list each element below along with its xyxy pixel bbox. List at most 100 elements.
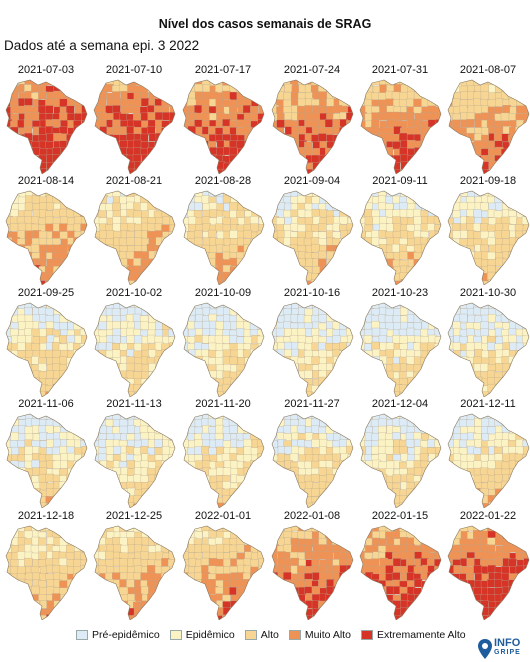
map-date-label: 2021-08-21 — [105, 175, 163, 187]
health-region — [508, 266, 517, 275]
health-region — [340, 272, 349, 281]
health-region — [222, 607, 232, 616]
health-region — [413, 364, 422, 373]
health-region — [333, 250, 342, 260]
health-region — [435, 529, 441, 539]
health-region — [522, 126, 529, 135]
health-region — [24, 230, 34, 239]
health-region — [59, 98, 68, 108]
country-outline — [359, 79, 442, 174]
health-region — [168, 417, 175, 427]
health-region — [183, 90, 189, 100]
health-region — [99, 529, 108, 539]
health-region — [162, 474, 171, 483]
health-region — [516, 134, 526, 144]
health-region — [183, 303, 190, 310]
health-region — [420, 414, 430, 420]
health-region — [363, 357, 373, 366]
health-region — [495, 384, 505, 394]
health-region — [229, 526, 238, 533]
health-region — [229, 303, 238, 309]
health-region — [338, 419, 348, 428]
health-region — [494, 191, 503, 197]
health-region — [507, 419, 517, 428]
health-region — [385, 608, 394, 618]
health-region — [59, 580, 68, 589]
health-region — [275, 259, 285, 268]
health-region — [17, 481, 27, 490]
health-region — [290, 272, 299, 282]
health-region — [243, 251, 252, 260]
health-region — [98, 134, 107, 143]
health-region — [74, 160, 83, 170]
health-region — [67, 482, 76, 491]
health-region — [311, 243, 320, 253]
health-region — [229, 615, 238, 620]
health-region — [155, 80, 165, 87]
health-region — [119, 600, 129, 610]
health-region — [332, 259, 342, 268]
health-region — [460, 91, 469, 100]
health-region — [448, 257, 455, 267]
health-region — [276, 530, 285, 539]
health-region — [277, 474, 286, 484]
health-region — [258, 573, 264, 582]
health-region — [6, 426, 12, 435]
health-region — [18, 614, 27, 620]
health-region — [74, 203, 84, 212]
health-region — [392, 474, 401, 483]
health-region — [339, 439, 348, 448]
health-region — [133, 614, 142, 620]
health-region — [112, 141, 121, 150]
health-region — [434, 496, 441, 506]
health-region — [339, 203, 349, 212]
health-region — [59, 565, 68, 574]
health-region — [201, 600, 210, 609]
health-region — [508, 98, 518, 107]
health-region — [38, 90, 47, 100]
health-region — [126, 362, 135, 372]
health-region — [59, 133, 68, 142]
health-region — [340, 364, 349, 373]
health-region — [188, 141, 197, 150]
health-region — [452, 243, 461, 253]
health-region — [37, 105, 47, 115]
health-region — [51, 446, 61, 456]
health-region — [250, 216, 259, 225]
health-region — [459, 439, 468, 449]
health-region — [345, 85, 353, 94]
health-region — [428, 580, 438, 589]
health-region — [420, 530, 429, 539]
health-region — [187, 363, 196, 372]
health-region — [435, 119, 441, 128]
health-region — [162, 481, 171, 490]
health-region — [251, 133, 260, 142]
country-outline — [5, 190, 88, 285]
health-region — [392, 495, 401, 504]
health-region — [183, 155, 189, 164]
health-region — [448, 481, 454, 490]
health-region — [17, 141, 26, 150]
country-outline — [447, 413, 530, 508]
health-region — [509, 496, 519, 505]
health-region — [272, 531, 278, 540]
health-region — [6, 85, 13, 94]
health-region — [523, 342, 529, 352]
health-region — [385, 565, 394, 574]
health-region — [134, 303, 143, 309]
health-region — [386, 384, 395, 393]
health-region — [208, 468, 217, 478]
health-region — [94, 272, 101, 281]
health-region — [364, 481, 373, 491]
health-region — [272, 140, 279, 149]
health-region — [132, 558, 142, 567]
health-region — [332, 194, 341, 204]
health-region — [106, 250, 116, 260]
health-region — [99, 251, 109, 260]
health-region — [467, 154, 476, 163]
map-date-label: 2021-07-31 — [371, 64, 429, 76]
health-region — [459, 313, 468, 323]
health-region — [81, 489, 87, 498]
health-region — [183, 608, 190, 617]
health-region — [360, 191, 367, 198]
